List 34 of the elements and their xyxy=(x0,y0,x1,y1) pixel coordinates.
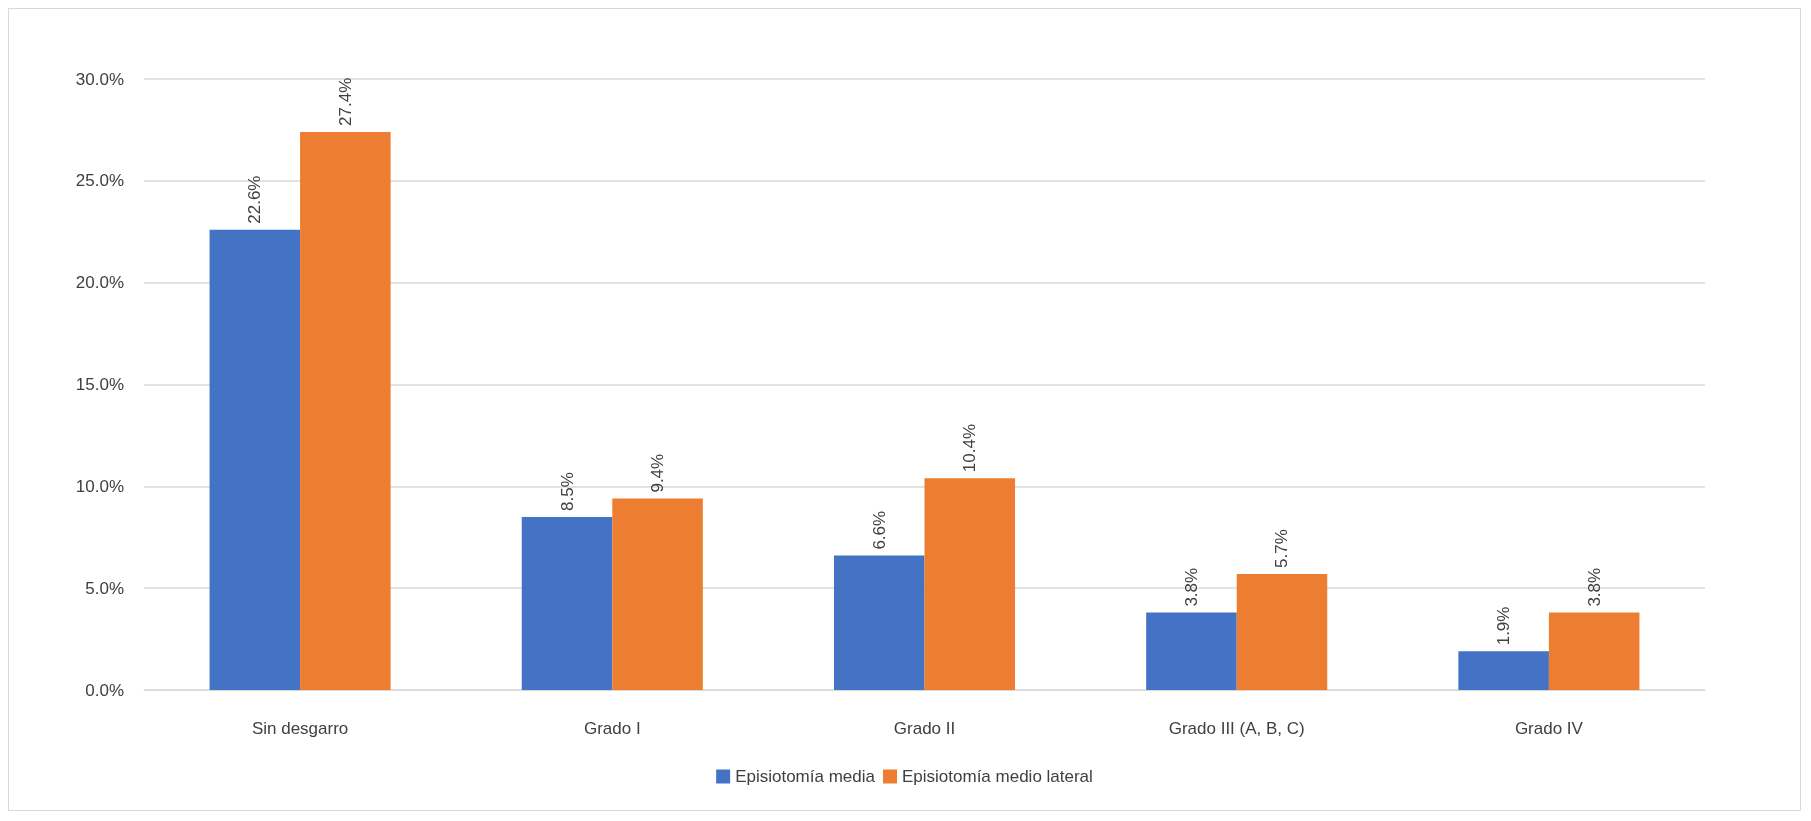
data-label: 5.7% xyxy=(1272,529,1292,568)
y-tick-label: 30.0% xyxy=(75,69,124,89)
bar xyxy=(1236,573,1328,690)
bar xyxy=(300,131,391,690)
x-tick-label: Grado I xyxy=(583,719,641,738)
bar xyxy=(833,555,925,690)
x-tick-label: Grado II xyxy=(893,719,956,738)
x-tick-label: Grado III (A, B, C) xyxy=(1168,719,1305,738)
data-label: 22.6% xyxy=(245,175,265,224)
legend-label: Episiotomía media xyxy=(735,767,876,786)
y-tick-label: 10.0% xyxy=(75,476,124,496)
bar xyxy=(1548,612,1640,690)
y-tick-label: 15.0% xyxy=(75,375,124,394)
bar xyxy=(1146,612,1237,690)
bar xyxy=(1458,651,1549,690)
data-label: 3.8% xyxy=(1584,567,1604,607)
data-label: 3.8% xyxy=(1181,567,1201,607)
data-label: 27.4% xyxy=(335,77,355,126)
x-tick-label: Sin desgarro xyxy=(251,719,349,738)
y-tick-label: 25.0% xyxy=(75,171,124,191)
y-tick-label: 20.0% xyxy=(75,273,124,293)
x-tick-label: Grado IV xyxy=(1514,719,1584,738)
data-label: 8.5% xyxy=(557,472,577,511)
bar xyxy=(924,478,1016,690)
legend-label: Episiotomía medio lateral xyxy=(901,767,1093,786)
data-label: 10.4% xyxy=(960,423,980,473)
bar xyxy=(612,498,703,690)
data-label: 9.4% xyxy=(648,453,668,493)
bar xyxy=(209,229,301,690)
data-label: 6.6% xyxy=(869,510,889,550)
data-label: 1.9% xyxy=(1494,606,1514,646)
bar xyxy=(521,516,613,690)
y-tick-label: 5.0% xyxy=(85,578,124,598)
y-tick-label: 0.0% xyxy=(85,680,124,700)
